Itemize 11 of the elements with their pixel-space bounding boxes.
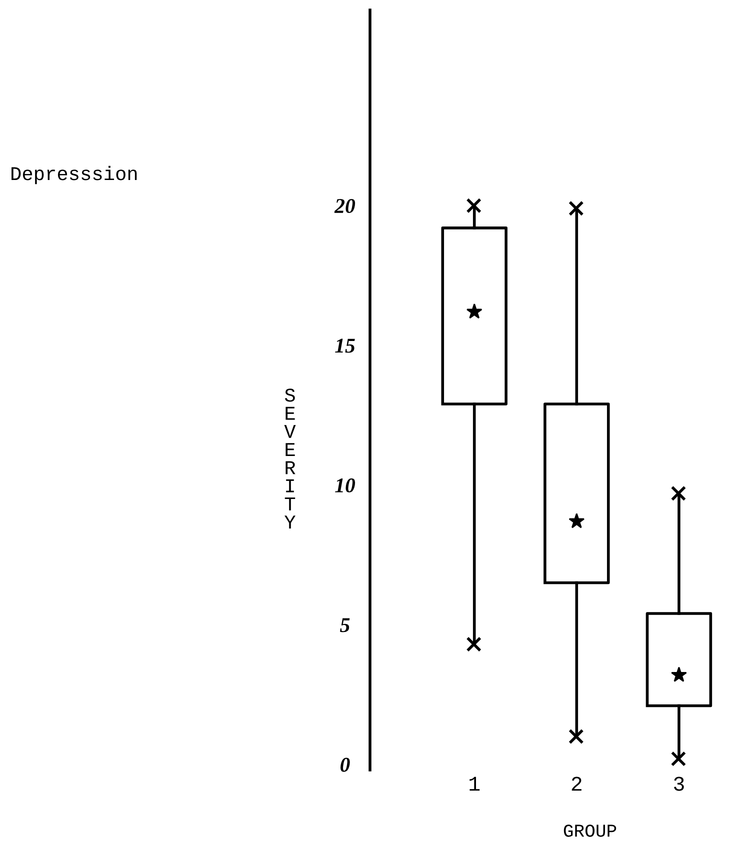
- x-tick-label: 1: [470, 776, 480, 791]
- text: Depresssion: [12, 166, 137, 184]
- x-tick-label: 3: [674, 776, 684, 791]
- y-tick-label: 5: [340, 618, 350, 632]
- x-tick-label: 2: [572, 776, 582, 791]
- y-axis-title: SEVERITY: [284, 388, 296, 528]
- y-tick-label: 0: [340, 758, 350, 772]
- y-tick-label: 15: [335, 338, 355, 353]
- y-tick-label: 20: [334, 198, 356, 214]
- x-axis-title: GROUP: [564, 824, 616, 837]
- y-tick-label: 10: [335, 478, 356, 492]
